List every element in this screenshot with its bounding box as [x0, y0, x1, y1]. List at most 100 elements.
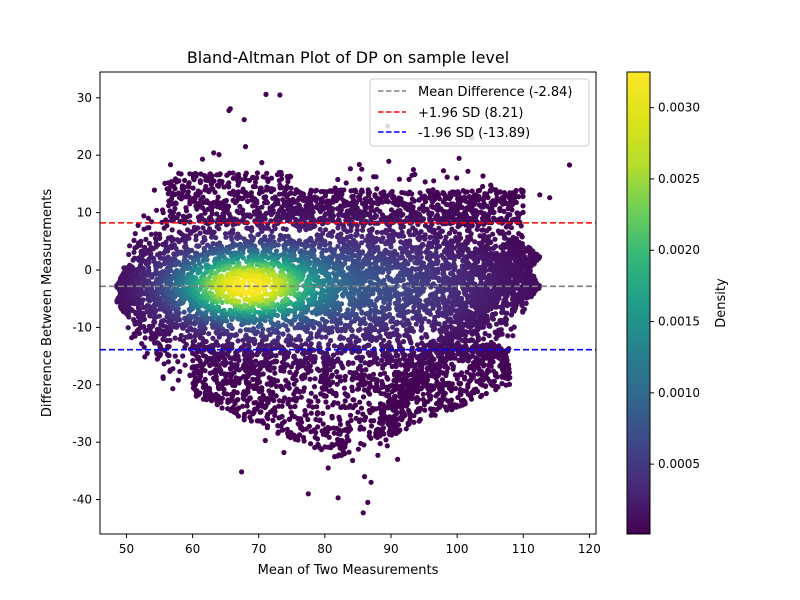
scatter-point — [131, 317, 137, 323]
scatter-point — [320, 367, 326, 373]
scatter-point — [239, 196, 245, 202]
scatter-point — [250, 203, 256, 209]
scatter-point — [130, 257, 136, 263]
scatter-point — [357, 363, 363, 369]
scatter-point — [347, 412, 354, 418]
scatter-point — [482, 330, 488, 337]
scatter-point — [386, 339, 392, 346]
scatter-point — [509, 207, 515, 213]
scatter-point — [392, 393, 399, 399]
scatter-point — [500, 201, 506, 207]
scatter-point — [273, 393, 279, 399]
scatter-point — [508, 225, 514, 231]
scatter-point — [330, 379, 336, 385]
scatter-point — [293, 369, 299, 375]
scatter-point — [282, 395, 288, 401]
scatter-point — [518, 223, 524, 229]
scatter-point — [132, 245, 138, 251]
scatter-point — [419, 340, 425, 346]
scatter-point — [379, 378, 385, 385]
scatter-point — [357, 399, 363, 405]
scatter-point — [463, 343, 469, 349]
scatter-point — [156, 313, 162, 319]
scatter-point — [519, 189, 525, 195]
scatter-point — [403, 426, 409, 432]
scatter-point — [366, 193, 372, 199]
scatter-point — [306, 423, 312, 429]
scatter-point — [342, 373, 348, 379]
scatter-point — [278, 172, 284, 178]
scatter-point — [320, 421, 326, 427]
scatter-point — [221, 378, 227, 384]
scatter-point — [434, 361, 440, 367]
scatter-point — [427, 234, 433, 240]
scatter-point — [141, 213, 147, 219]
scatter-point — [273, 353, 279, 359]
scatter-point — [453, 191, 459, 198]
scatter-point — [395, 456, 401, 462]
scatter-point — [356, 386, 362, 392]
scatter-point — [240, 374, 247, 380]
scatter-point — [202, 210, 208, 216]
scatter-point — [498, 244, 504, 251]
scatter-point — [449, 361, 455, 367]
scatter-point — [460, 397, 467, 403]
scatter-point — [175, 377, 181, 383]
scatter-point — [142, 335, 148, 341]
scatter-point — [178, 171, 184, 177]
scatter-point — [196, 354, 202, 360]
scatter-point — [392, 369, 399, 375]
scatter-point — [306, 398, 312, 404]
scatter-point — [393, 382, 399, 389]
scatter-point — [359, 166, 365, 172]
scatter-point — [325, 424, 331, 431]
scatter-point — [219, 405, 225, 411]
scatter-point — [226, 107, 232, 114]
scatter-point — [422, 199, 429, 205]
scatter-point — [396, 176, 402, 182]
scatter-point — [398, 212, 405, 218]
scatter-point — [454, 175, 460, 181]
scatter-point — [505, 333, 511, 339]
scatter-point — [365, 499, 371, 505]
scatter-point — [341, 385, 347, 391]
scatter-point — [358, 405, 365, 411]
scatter-point — [281, 449, 287, 456]
scatter-point — [472, 239, 478, 245]
scatter-point — [468, 337, 474, 343]
scatter-point — [249, 228, 255, 234]
scatter-point — [206, 189, 212, 195]
scatter-point — [143, 236, 149, 242]
scatter-point — [187, 201, 193, 207]
scatter-point — [308, 410, 314, 416]
scatter-point — [420, 396, 426, 403]
scatter-point — [374, 186, 380, 192]
scatter-point — [175, 359, 181, 365]
scatter-point — [334, 381, 340, 387]
scatter-point — [236, 380, 242, 386]
scatter-point — [566, 162, 573, 168]
scatter-point — [423, 370, 429, 376]
scatter-point — [331, 425, 337, 431]
scatter-point — [344, 229, 350, 235]
scatter-point — [213, 391, 219, 397]
scatter-point — [226, 184, 232, 190]
scatter-point — [383, 194, 390, 200]
scatter-point — [353, 189, 359, 195]
scatter-point — [273, 383, 279, 389]
scatter-point — [379, 357, 385, 363]
scatter-point — [492, 236, 498, 242]
scatter-point — [260, 371, 266, 377]
scatter-point — [368, 418, 374, 424]
scatter-point — [187, 372, 193, 378]
scatter-point — [407, 232, 413, 238]
scatter-point — [318, 391, 324, 397]
scatter-point — [316, 341, 322, 347]
scatter-point — [312, 188, 318, 194]
scatter-point — [256, 418, 262, 424]
scatter-point — [180, 353, 186, 359]
scatter-point — [254, 175, 260, 181]
scatter-point — [305, 491, 311, 497]
scatter-point — [320, 410, 326, 416]
scatter-point — [264, 423, 271, 429]
